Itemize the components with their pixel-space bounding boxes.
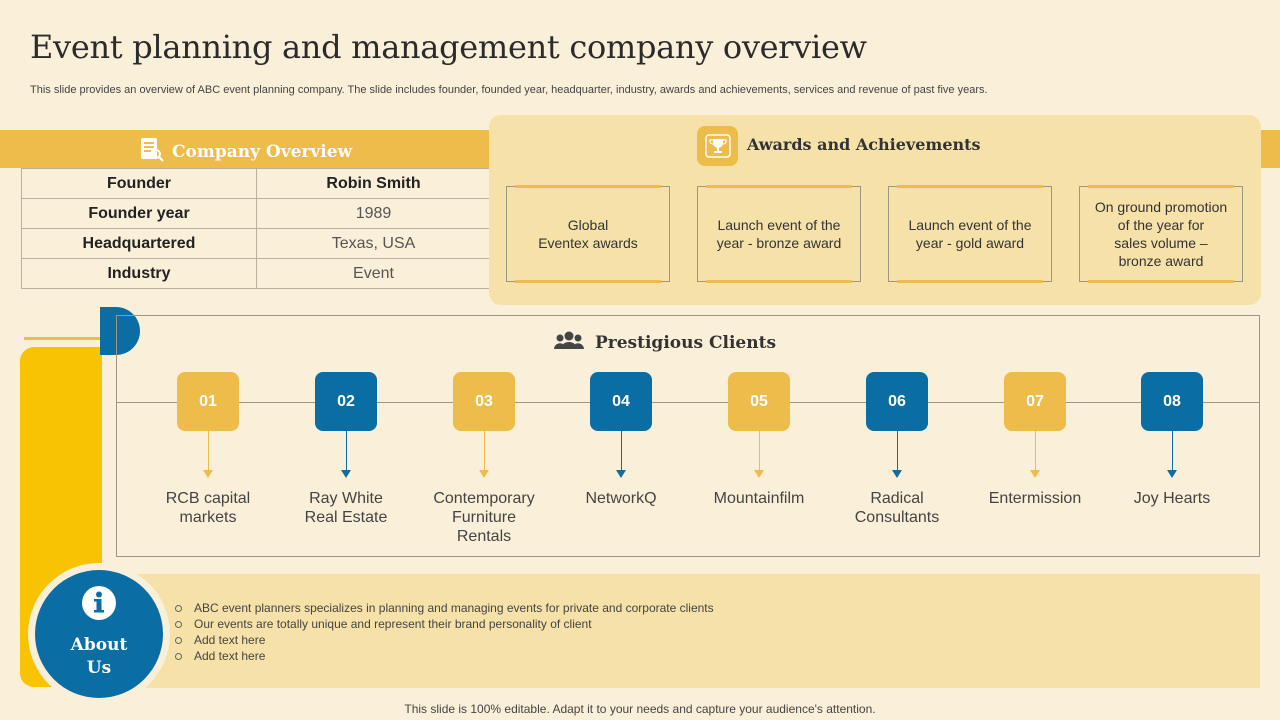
- info-icon: [81, 585, 117, 626]
- clients-timeline-line: [116, 402, 1260, 403]
- company-overview-title: Company Overview: [172, 141, 353, 162]
- table-row: Headquartered Texas, USA: [21, 228, 491, 259]
- client-number-badge: 06: [866, 372, 928, 431]
- bullet-icon: [175, 636, 182, 644]
- trophy-icon: [697, 126, 738, 166]
- arrow-down-icon: [341, 470, 351, 478]
- company-overview-header: Company Overview: [138, 136, 352, 167]
- page-title: Event planning and management company ov…: [30, 28, 867, 66]
- client-connector: [1035, 431, 1036, 471]
- bullet-icon: [175, 604, 182, 612]
- accent-line: [24, 337, 130, 340]
- client-name: Contemporary Furniture Rentals: [433, 490, 535, 545]
- about-bullets: ABC event planners specializes in planni…: [175, 600, 714, 664]
- people-icon: [553, 330, 585, 355]
- arrow-down-icon: [754, 470, 764, 478]
- award-card: On ground promotion of the year for sale…: [1079, 185, 1243, 283]
- company-overview-header-bar: [0, 130, 490, 168]
- bullet-text: ABC event planners specializes in planni…: [194, 601, 714, 615]
- about-panel: [125, 574, 1260, 688]
- bullet-text: Add text here: [194, 649, 266, 663]
- row-key: Industry: [21, 258, 257, 289]
- row-key: Founder year: [21, 198, 257, 229]
- about-label: About Us: [70, 635, 128, 678]
- client-name: RCB capital markets: [165, 490, 251, 526]
- document-icon: [138, 136, 164, 167]
- award-card: Global Eventex awards: [506, 185, 670, 283]
- row-key: Founder: [21, 168, 257, 199]
- clients-panel: [116, 315, 1260, 557]
- list-item: ABC event planners specializes in planni…: [175, 600, 714, 616]
- award-card: Launch event of the year - gold award: [888, 185, 1052, 283]
- client-connector: [208, 431, 209, 471]
- client-connector: [759, 431, 760, 471]
- table-row: Industry Event: [21, 258, 491, 289]
- arrow-down-icon: [892, 470, 902, 478]
- row-value: Robin Smith: [256, 168, 491, 199]
- client-name: Entermission: [988, 490, 1082, 507]
- client-number-badge: 03: [453, 372, 515, 431]
- bullet-icon: [175, 652, 182, 660]
- row-key: Headquartered: [21, 228, 257, 259]
- clients-header: Prestigious Clients: [553, 330, 776, 355]
- row-value: Event: [256, 258, 491, 289]
- arrow-down-icon: [203, 470, 213, 478]
- arrow-down-icon: [616, 470, 626, 478]
- footer-note: This slide is 100% editable. Adapt it to…: [404, 702, 876, 716]
- row-value: Texas, USA: [256, 228, 491, 259]
- client-name: Ray White Real Estate: [304, 490, 388, 526]
- client-name: Mountainfilm: [713, 490, 805, 507]
- award-card: Launch event of the year - bronze award: [697, 185, 861, 283]
- client-connector: [484, 431, 485, 471]
- client-name: Joy Hearts: [1133, 490, 1211, 507]
- company-overview-table: Founder Robin Smith Founder year 1989 Headqu…: [21, 168, 491, 289]
- client-connector: [621, 431, 622, 471]
- list-item: Add text here: [175, 648, 714, 664]
- client-number-badge: 01: [177, 372, 239, 431]
- table-row: Founder Robin Smith: [21, 168, 491, 199]
- table-row: Founder year 1989: [21, 198, 491, 229]
- client-number-badge: 08: [1141, 372, 1203, 431]
- bullet-icon: [175, 620, 182, 628]
- arrow-down-icon: [479, 470, 489, 478]
- row-value: 1989: [256, 198, 491, 229]
- arrow-down-icon: [1030, 470, 1040, 478]
- client-number-badge: 02: [315, 372, 377, 431]
- bullet-text: Add text here: [194, 633, 266, 647]
- client-connector: [346, 431, 347, 471]
- arrow-down-icon: [1167, 470, 1177, 478]
- awards-title: Awards and Achievements: [747, 135, 981, 154]
- client-number-badge: 05: [728, 372, 790, 431]
- client-number-badge: 07: [1004, 372, 1066, 431]
- client-number-badge: 04: [590, 372, 652, 431]
- client-name: Radical Consultants: [854, 490, 940, 526]
- list-item: Add text here: [175, 632, 714, 648]
- list-item: Our events are totally unique and repres…: [175, 616, 714, 632]
- client-name: NetworkQ: [585, 490, 657, 507]
- bullet-text: Our events are totally unique and repres…: [194, 617, 592, 631]
- client-connector: [1172, 431, 1173, 471]
- client-connector: [897, 431, 898, 471]
- clients-title: Prestigious Clients: [595, 332, 777, 353]
- page-subtitle: This slide provides an overview of ABC e…: [30, 84, 988, 96]
